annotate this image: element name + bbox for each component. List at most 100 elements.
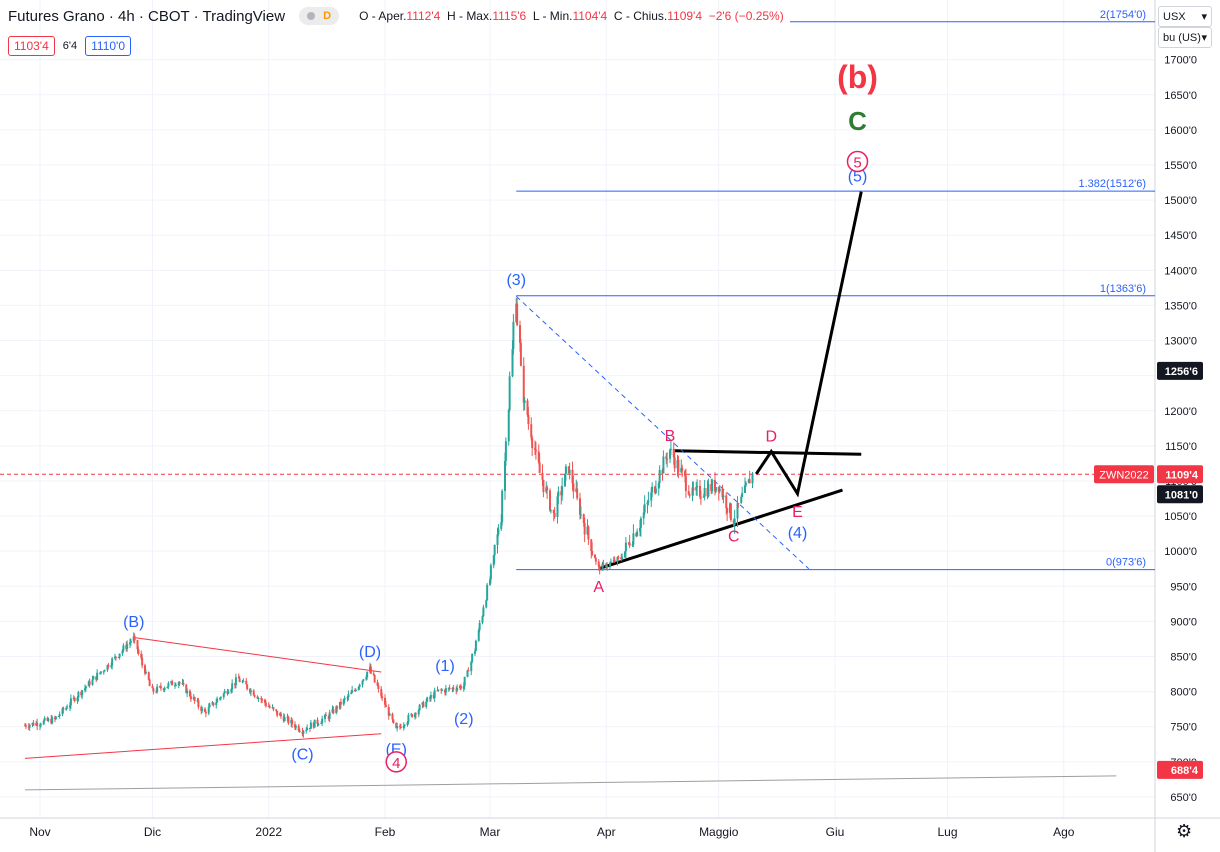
candle-body (537, 451, 540, 463)
candle-body (662, 456, 665, 474)
candle-body (384, 704, 387, 707)
x-tick-label: Ago (1053, 825, 1075, 839)
price-marker-label: 1256'6 (1165, 366, 1198, 378)
candle-body (639, 527, 641, 532)
candle-body (591, 550, 594, 555)
bid-button[interactable]: 1103'4 (8, 35, 55, 56)
gear-icon[interactable]: ⚙ (1176, 821, 1193, 841)
candle-body (189, 690, 191, 697)
candle-body (751, 473, 754, 484)
candle-body (320, 723, 323, 725)
candle-body (237, 677, 240, 679)
candle-body (268, 706, 271, 708)
currency-select[interactable]: USX ▾ (1158, 6, 1212, 27)
candle-body (81, 690, 84, 696)
candle-body (388, 713, 391, 716)
candle-body (497, 528, 500, 535)
x-tick-label: Apr (597, 825, 616, 839)
candle-body (51, 717, 54, 724)
price-marker-box (1157, 485, 1203, 504)
candle-body (538, 462, 541, 473)
ohlc-readout: O - Aper.1112'4 H - Max.1115'6 L - Min.1… (359, 9, 784, 23)
candle-body (594, 558, 597, 562)
wave-label: A (593, 579, 604, 596)
y-tick-label: 1600'0 (1164, 125, 1197, 137)
candle-body (241, 681, 244, 683)
y-tick-label: 650'0 (1170, 792, 1197, 804)
candle-body (541, 472, 544, 480)
candle-body (523, 400, 526, 403)
candle-body (651, 486, 654, 493)
candle-body (508, 376, 511, 411)
candle-body (718, 488, 721, 492)
candle-body (178, 682, 181, 684)
candle-body (321, 718, 324, 724)
candle-body (84, 686, 87, 689)
candle-body (283, 717, 286, 722)
candle-body (639, 518, 642, 528)
x-tick-label: Maggio (699, 825, 739, 839)
price-marker-box (1157, 465, 1203, 484)
candle-body (590, 539, 593, 551)
candle-body (583, 523, 586, 535)
candle-body (519, 342, 522, 366)
candle-body (223, 690, 226, 694)
candle-body (387, 706, 390, 716)
candle-body (328, 712, 331, 719)
candle-body (485, 600, 488, 608)
candle-body (73, 697, 76, 701)
open-label: O - Aper. (359, 9, 407, 23)
y-tick-label: 1350'0 (1164, 300, 1197, 312)
candle-body (598, 566, 601, 571)
price-marker-label: 1081'0 (1165, 489, 1198, 501)
candle-body (677, 459, 680, 473)
candle-body (66, 707, 69, 709)
candle-body (106, 664, 109, 671)
candle-body (189, 696, 192, 700)
candle-body (336, 706, 339, 709)
candle-body (687, 491, 690, 495)
candle-body (684, 471, 686, 477)
candle-body (324, 715, 327, 717)
candle-body (549, 490, 551, 511)
candle-body (733, 518, 736, 526)
candle-body (504, 460, 506, 491)
unit-select[interactable]: bu (US) ▾ (1158, 27, 1212, 48)
candle-body (500, 522, 503, 529)
candle-body (699, 486, 701, 497)
candle-body (688, 494, 691, 496)
y-tick-label: 1300'0 (1164, 336, 1197, 348)
candle-body (152, 688, 155, 692)
market-status-badge[interactable]: D (299, 7, 340, 25)
candle-body (478, 622, 481, 631)
candle-body (76, 697, 79, 701)
candle-body (582, 514, 585, 524)
candle-body (492, 555, 495, 566)
candle-body (632, 533, 635, 545)
candle-body (444, 688, 447, 693)
candles-group (24, 297, 754, 738)
candle-body (673, 457, 676, 469)
candle-body (114, 656, 117, 658)
candle-body (572, 483, 575, 492)
candle-body (414, 713, 416, 718)
candle-body (567, 466, 570, 474)
candle-body (587, 526, 590, 540)
candle-body (406, 722, 409, 725)
candle-body (459, 685, 462, 689)
candle-body (57, 716, 60, 718)
candle-body (737, 503, 740, 505)
candle-body (740, 496, 743, 504)
wave-label: (2) (454, 711, 474, 728)
candle-body (69, 698, 72, 706)
candle-body (594, 554, 596, 559)
low-label: L - Min. (532, 9, 573, 23)
candle-body (377, 685, 380, 689)
ask-button[interactable]: 1110'0 (85, 35, 132, 56)
y-tick-label: 1050'0 (1164, 511, 1197, 523)
candle-body (496, 534, 499, 545)
triangle-upper-red (133, 637, 382, 673)
candle-body (32, 722, 35, 726)
candle-body (156, 686, 159, 692)
